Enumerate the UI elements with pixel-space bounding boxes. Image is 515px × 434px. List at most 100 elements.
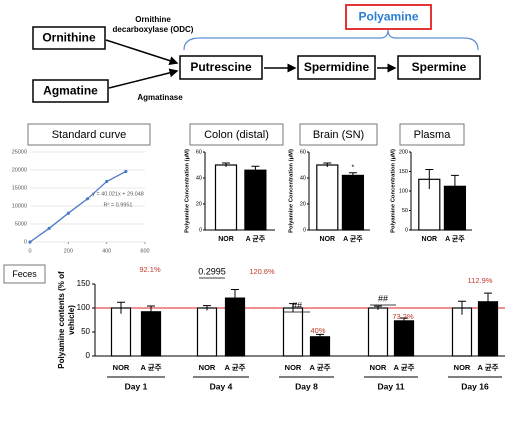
x-tick-label: Day 8 (295, 381, 318, 391)
error-bar (147, 305, 155, 318)
y-tick-label: 15000 (12, 185, 27, 191)
y-tick-label: 20 (196, 201, 202, 207)
y-axis-label: Polyamine contents (% of vehicle) (57, 271, 76, 369)
title-box (189, 123, 284, 146)
bar (393, 320, 415, 357)
node-box (179, 55, 263, 80)
node-box (32, 79, 109, 103)
data-point (66, 211, 70, 215)
value-label: 92.1% (139, 265, 161, 274)
node: Putrescine (190, 60, 252, 74)
group-box (345, 4, 432, 30)
x-tick-label: A 균주 (445, 235, 465, 243)
node-box (397, 55, 481, 80)
value-label: 40% (310, 326, 325, 335)
data-point (28, 240, 32, 244)
enzyme-label: Ornithine decarboxylase (ODC) (112, 15, 194, 34)
x-tick-label: Day 11 (378, 381, 405, 391)
y-tick-label: 60 (196, 149, 202, 155)
y-tick-label: 10000 (12, 203, 27, 209)
y-axis-label: Polyamine Concentration (μM) (391, 149, 397, 233)
significance: 0.2995 (198, 266, 226, 276)
node: Spermine (412, 60, 467, 74)
y-tick-label: 40 (300, 175, 306, 181)
y-tick-label: 20 (300, 201, 306, 207)
x-tick-label: NOR (422, 236, 438, 243)
x-tick-label: Day 4 (210, 381, 233, 391)
bar-label: NOR (285, 363, 302, 372)
y-tick-label: 20000 (12, 167, 27, 173)
y-tick-label: 0 (303, 227, 306, 233)
bar (110, 307, 132, 357)
bar-label: A 균주 (477, 363, 498, 372)
group-brace (183, 29, 479, 51)
x-tick-label: 0 (28, 248, 31, 254)
bar (282, 307, 304, 357)
y-tick-label: 50 (81, 327, 90, 336)
error-bar (231, 288, 239, 307)
y-axis-label: Polyamine Concentration (μM) (289, 149, 295, 233)
bar-label: NOR (370, 363, 387, 372)
node: Ornithine (42, 31, 96, 45)
error-bar (425, 169, 434, 190)
bar (244, 169, 267, 231)
error-bar (458, 300, 466, 315)
y-tick-label: 0 (86, 351, 91, 360)
title-box (399, 123, 465, 146)
x-tick-label: 600 (140, 248, 149, 254)
bar-label: A 균주 (393, 363, 414, 372)
bar (309, 336, 331, 357)
bar (224, 297, 246, 357)
y-tick-label: 200 (399, 149, 408, 155)
y-tick-label: 25000 (12, 149, 27, 155)
error-bar (400, 317, 408, 324)
y-tick-label: 0 (405, 227, 408, 233)
x-tick-label: A 균주 (246, 235, 266, 243)
arrow (105, 39, 179, 65)
x-tick-label: 200 (64, 248, 73, 254)
x-tick-label: 400 (102, 248, 111, 254)
significance: ## (378, 293, 388, 303)
error-bar (484, 292, 492, 311)
y-tick-label: 100 (399, 188, 408, 194)
chart-title: Plasma (414, 129, 452, 141)
data-point (47, 226, 51, 230)
y-tick-label: 150 (77, 279, 91, 288)
bar (341, 174, 365, 231)
error-bar (450, 174, 459, 198)
annotation: R² = 0.9951 (104, 202, 133, 208)
y-tick-label: 150 (399, 169, 408, 175)
error-bar (374, 305, 382, 310)
data-line (29, 170, 127, 243)
x-tick-label: NOR (218, 236, 234, 243)
group-label: Polyamine (358, 10, 418, 24)
bar-label: A 균주 (224, 363, 245, 372)
chart-title: Standard curve (52, 129, 127, 141)
title-box (3, 264, 46, 284)
y-tick-label: 5000 (15, 221, 27, 227)
bar (451, 307, 473, 357)
x-tick-label: Day 1 (125, 381, 148, 391)
bar-label: NOR (199, 363, 216, 372)
y-tick-label: 40 (196, 175, 202, 181)
node: Agmatine (43, 84, 98, 98)
x-tick-label: A 균주 (343, 235, 363, 243)
error-bar (251, 165, 260, 175)
annotation: y = 40.021x + 29.048 (92, 191, 144, 197)
y-tick-label: 60 (300, 149, 306, 155)
y-tick-label: 0 (24, 239, 27, 245)
error-bar (348, 172, 357, 178)
y-axis-label: Polyamine Concentration (μM) (185, 149, 191, 233)
y-tick-label: 100 (77, 303, 91, 312)
chart-title: Feces (12, 269, 37, 279)
significance: ## (292, 300, 302, 310)
value-label: 120.6% (249, 267, 275, 276)
bar-label: NOR (113, 363, 130, 372)
arrow (108, 68, 179, 89)
chart-title: Brain (SN) (313, 129, 364, 141)
enzyme-label: Agmatinase (137, 93, 183, 102)
data-point (105, 179, 109, 184)
bar (214, 164, 238, 231)
error-bar (323, 162, 332, 167)
